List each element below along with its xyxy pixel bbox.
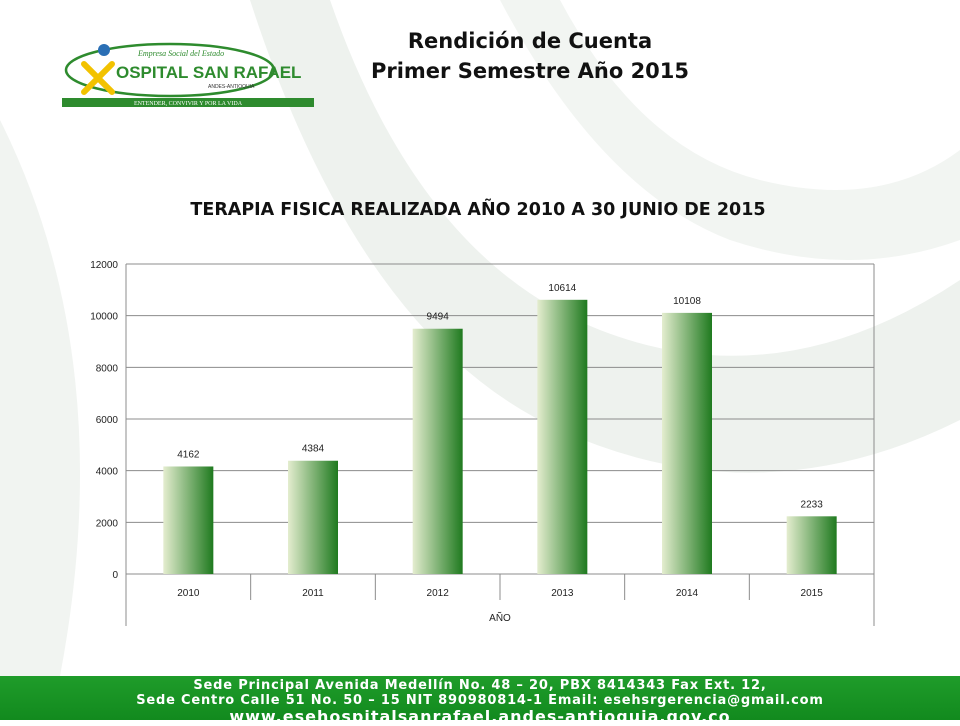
x-tick-label: 2012: [427, 588, 450, 599]
chart-title: TERAPIA FISICA REALIZADA AÑO 2010 A 30 J…: [190, 200, 766, 220]
y-tick-label: 12000: [90, 260, 118, 271]
y-tick-label: 6000: [96, 415, 119, 426]
logo-location: ANDES-ANTIOQUIA: [208, 84, 255, 90]
logo-figure-icon: [81, 61, 115, 95]
bar: [163, 466, 214, 574]
bar: [412, 328, 463, 574]
x-tick-label: 2011: [302, 588, 324, 599]
footer-address-main: Sede Principal Avenida Medellín No. 48 –…: [193, 678, 767, 693]
logo-slogan: ENTENDER, CONVIVIR Y POR LA VIDA: [134, 101, 243, 107]
data-label: 4162: [177, 449, 200, 460]
logo-drop-icon: [98, 44, 110, 56]
footer-website: www.esehospitalsanrafael.andes-antioquia…: [229, 707, 731, 726]
data-label: 10614: [548, 283, 576, 294]
x-tick-label: 2014: [676, 588, 699, 599]
title-line-1: Rendición de Cuenta: [407, 29, 653, 53]
x-tick-label: 2015: [801, 588, 824, 599]
data-label: 9494: [427, 312, 450, 323]
x-tick-label: 2013: [551, 588, 574, 599]
data-label: 2233: [801, 499, 824, 510]
data-label: 4384: [302, 444, 325, 455]
data-label: 10108: [673, 296, 701, 307]
bar: [288, 460, 338, 574]
x-tick-label: 2010: [177, 588, 200, 599]
x-axis-label: AÑO: [489, 611, 511, 624]
footer-address-centre: Sede Centro Calle 51 No. 50 – 15 NIT 890…: [136, 693, 824, 708]
hospital-logo: Empresa Social del Estado OSPITAL SAN RA…: [62, 42, 314, 107]
y-tick-label: 2000: [96, 518, 119, 529]
y-tick-label: 8000: [96, 363, 119, 374]
logo-top-text: Empresa Social del Estado: [137, 49, 224, 58]
y-tick-label: 0: [112, 570, 118, 581]
footer-bar: Sede Principal Avenida Medellín No. 48 –…: [0, 676, 960, 725]
logo-name: OSPITAL SAN RAFAEL: [116, 63, 301, 82]
bar: [537, 299, 588, 574]
y-tick-label: 10000: [90, 312, 118, 323]
bar: [786, 516, 837, 574]
bar: [662, 312, 712, 574]
slide-title: Rendición de Cuenta Primer Semestre Año …: [330, 26, 730, 86]
y-tick-label: 4000: [96, 467, 119, 478]
title-line-2: Primer Semestre Año 2015: [370, 59, 690, 83]
